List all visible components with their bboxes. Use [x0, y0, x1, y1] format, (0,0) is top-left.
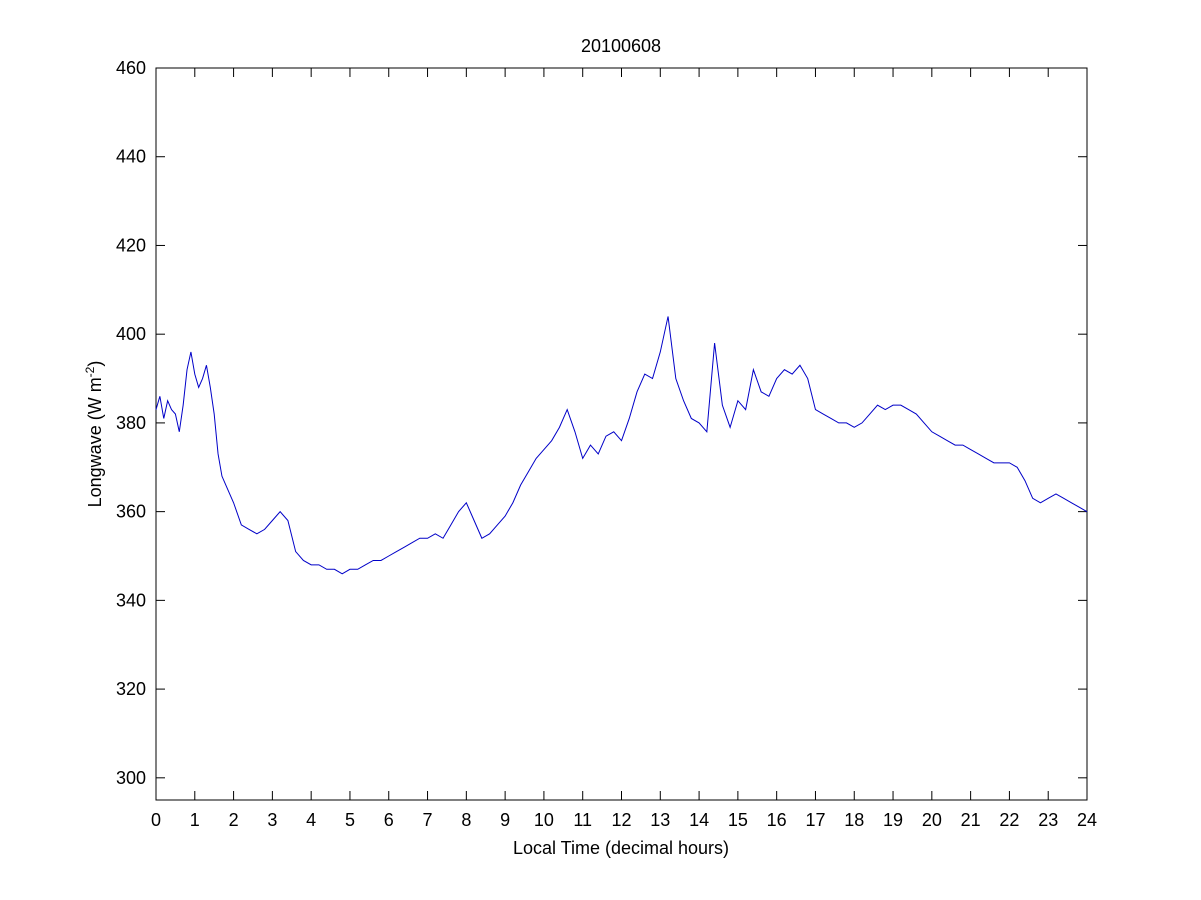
longwave-series-line	[155, 316, 1088, 575]
y-axis-label-superscript: -2	[83, 366, 97, 377]
y-tick-label: 440	[116, 147, 146, 167]
y-axis-label: Longwave (W m-2)	[83, 361, 105, 508]
x-tick-label: 10	[534, 810, 554, 830]
chart-title: 20100608	[581, 36, 661, 56]
x-tick-label: 7	[423, 810, 433, 830]
x-tick-label: 12	[611, 810, 631, 830]
x-tick-label: 5	[345, 810, 355, 830]
y-tick-label: 360	[116, 502, 146, 522]
x-tick-label: 11	[573, 810, 592, 830]
y-tick-label: 460	[116, 58, 146, 78]
x-tick-label: 23	[1038, 810, 1058, 830]
tick-labels: 0 1 2 3 4 5 6 7 8 9 10 11 12 13 14 15 16 17 18 19 20 21 22 23 24…	[116, 58, 1097, 830]
plot-area-frame	[155, 67, 1088, 801]
x-tick-label: 0	[151, 810, 161, 830]
x-tick-label: 16	[767, 810, 787, 830]
y-tick-label: 420	[116, 235, 146, 255]
y-tick-label: 380	[116, 413, 146, 433]
x-axis-label: Local Time (decimal hours)	[513, 838, 729, 858]
y-tick-label: 340	[116, 590, 146, 610]
x-tick-label: 2	[229, 810, 239, 830]
x-tick-label: 19	[883, 810, 903, 830]
x-tick-label: 15	[728, 810, 748, 830]
x-tick-label: 20	[922, 810, 942, 830]
x-tick-label: 1	[190, 810, 200, 830]
x-tick-label: 22	[999, 810, 1019, 830]
x-tick-label: 18	[844, 810, 864, 830]
x-tick-label: 17	[805, 810, 825, 830]
x-tick-label: 4	[306, 810, 316, 830]
x-tick-label: 3	[267, 810, 277, 830]
x-tick-label: 14	[689, 810, 709, 830]
axis-ticks	[155, 67, 1088, 800]
y-tick-label: 320	[116, 679, 146, 699]
x-tick-label: 24	[1077, 810, 1097, 830]
y-axis-label-main: Longwave (W m	[85, 377, 105, 507]
y-tick-label: 400	[116, 324, 146, 344]
x-tick-label: 8	[461, 810, 471, 830]
x-tick-label: 6	[384, 810, 394, 830]
x-tick-label: 9	[500, 810, 510, 830]
x-tick-label: 21	[961, 810, 981, 830]
x-tick-label: 13	[650, 810, 670, 830]
y-tick-label: 300	[116, 768, 146, 788]
y-axis-label-close: )	[85, 361, 105, 367]
